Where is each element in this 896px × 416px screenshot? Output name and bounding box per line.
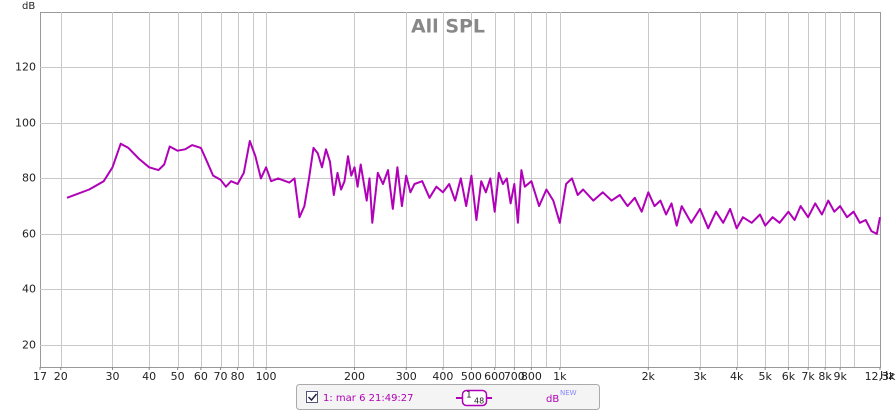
x-tick-label: 5k: [758, 370, 772, 383]
legend-label: 1: mar 6 21:49:27: [323, 393, 414, 404]
x-tick-label: 80: [231, 370, 245, 383]
plot-frame: [40, 12, 881, 368]
y-tick-label: 20: [22, 339, 36, 352]
smoothing-denominator: 48: [474, 397, 484, 406]
x-tick-label: 4k: [730, 370, 744, 383]
smoothing-numerator: 1: [466, 391, 472, 401]
series-line: [66, 140, 881, 235]
x-tick-label: 600: [484, 370, 505, 383]
x-tick-label: 3k: [693, 370, 707, 383]
y-tick-label: 40: [22, 283, 36, 296]
y-tick-label: 120: [15, 61, 36, 74]
x-tick-label: 30: [105, 370, 119, 383]
y-tick-label: 80: [22, 172, 36, 185]
x-tick-label: 70: [214, 370, 228, 383]
x-tick-label: 100: [256, 370, 277, 383]
x-tick-label: 17: [33, 370, 47, 383]
x-tick-label: 8k: [818, 370, 832, 383]
x-tick-label: 50: [171, 370, 185, 383]
y-axis-label: dB: [22, 1, 35, 12]
x-tick-label: 800: [521, 370, 542, 383]
legend-unit-tag: NEW: [560, 389, 577, 397]
x-tick-label: 300: [396, 370, 417, 383]
x-tick-label: 9k: [833, 370, 847, 383]
chart-title: All SPL: [411, 16, 485, 38]
y-tick-label: 100: [15, 117, 36, 130]
x-tick-label: 200: [344, 370, 365, 383]
x-tick-label: 40: [142, 370, 156, 383]
x-axis-label: Hz: [880, 369, 894, 382]
legend-smoothing-box: [461, 389, 488, 407]
x-tick-label: 500: [461, 370, 482, 383]
x-tick-label: 20: [54, 370, 68, 383]
x-tick-label: 1k: [553, 370, 567, 383]
legend-check: [307, 393, 318, 402]
x-tick-label: 12,3k: [865, 370, 896, 383]
legend-checkbox: [306, 391, 318, 403]
x-tick-label: 400: [432, 370, 453, 383]
legend-box: [296, 384, 600, 410]
x-tick-label: 2k: [642, 370, 656, 383]
x-tick-label: 7k: [801, 370, 815, 383]
x-tick-label: 60: [194, 370, 208, 383]
y-tick-label: 60: [22, 228, 36, 241]
legend-unit: dB: [546, 394, 559, 405]
x-tick-label: 700: [504, 370, 525, 383]
x-tick-label: 6k: [782, 370, 796, 383]
